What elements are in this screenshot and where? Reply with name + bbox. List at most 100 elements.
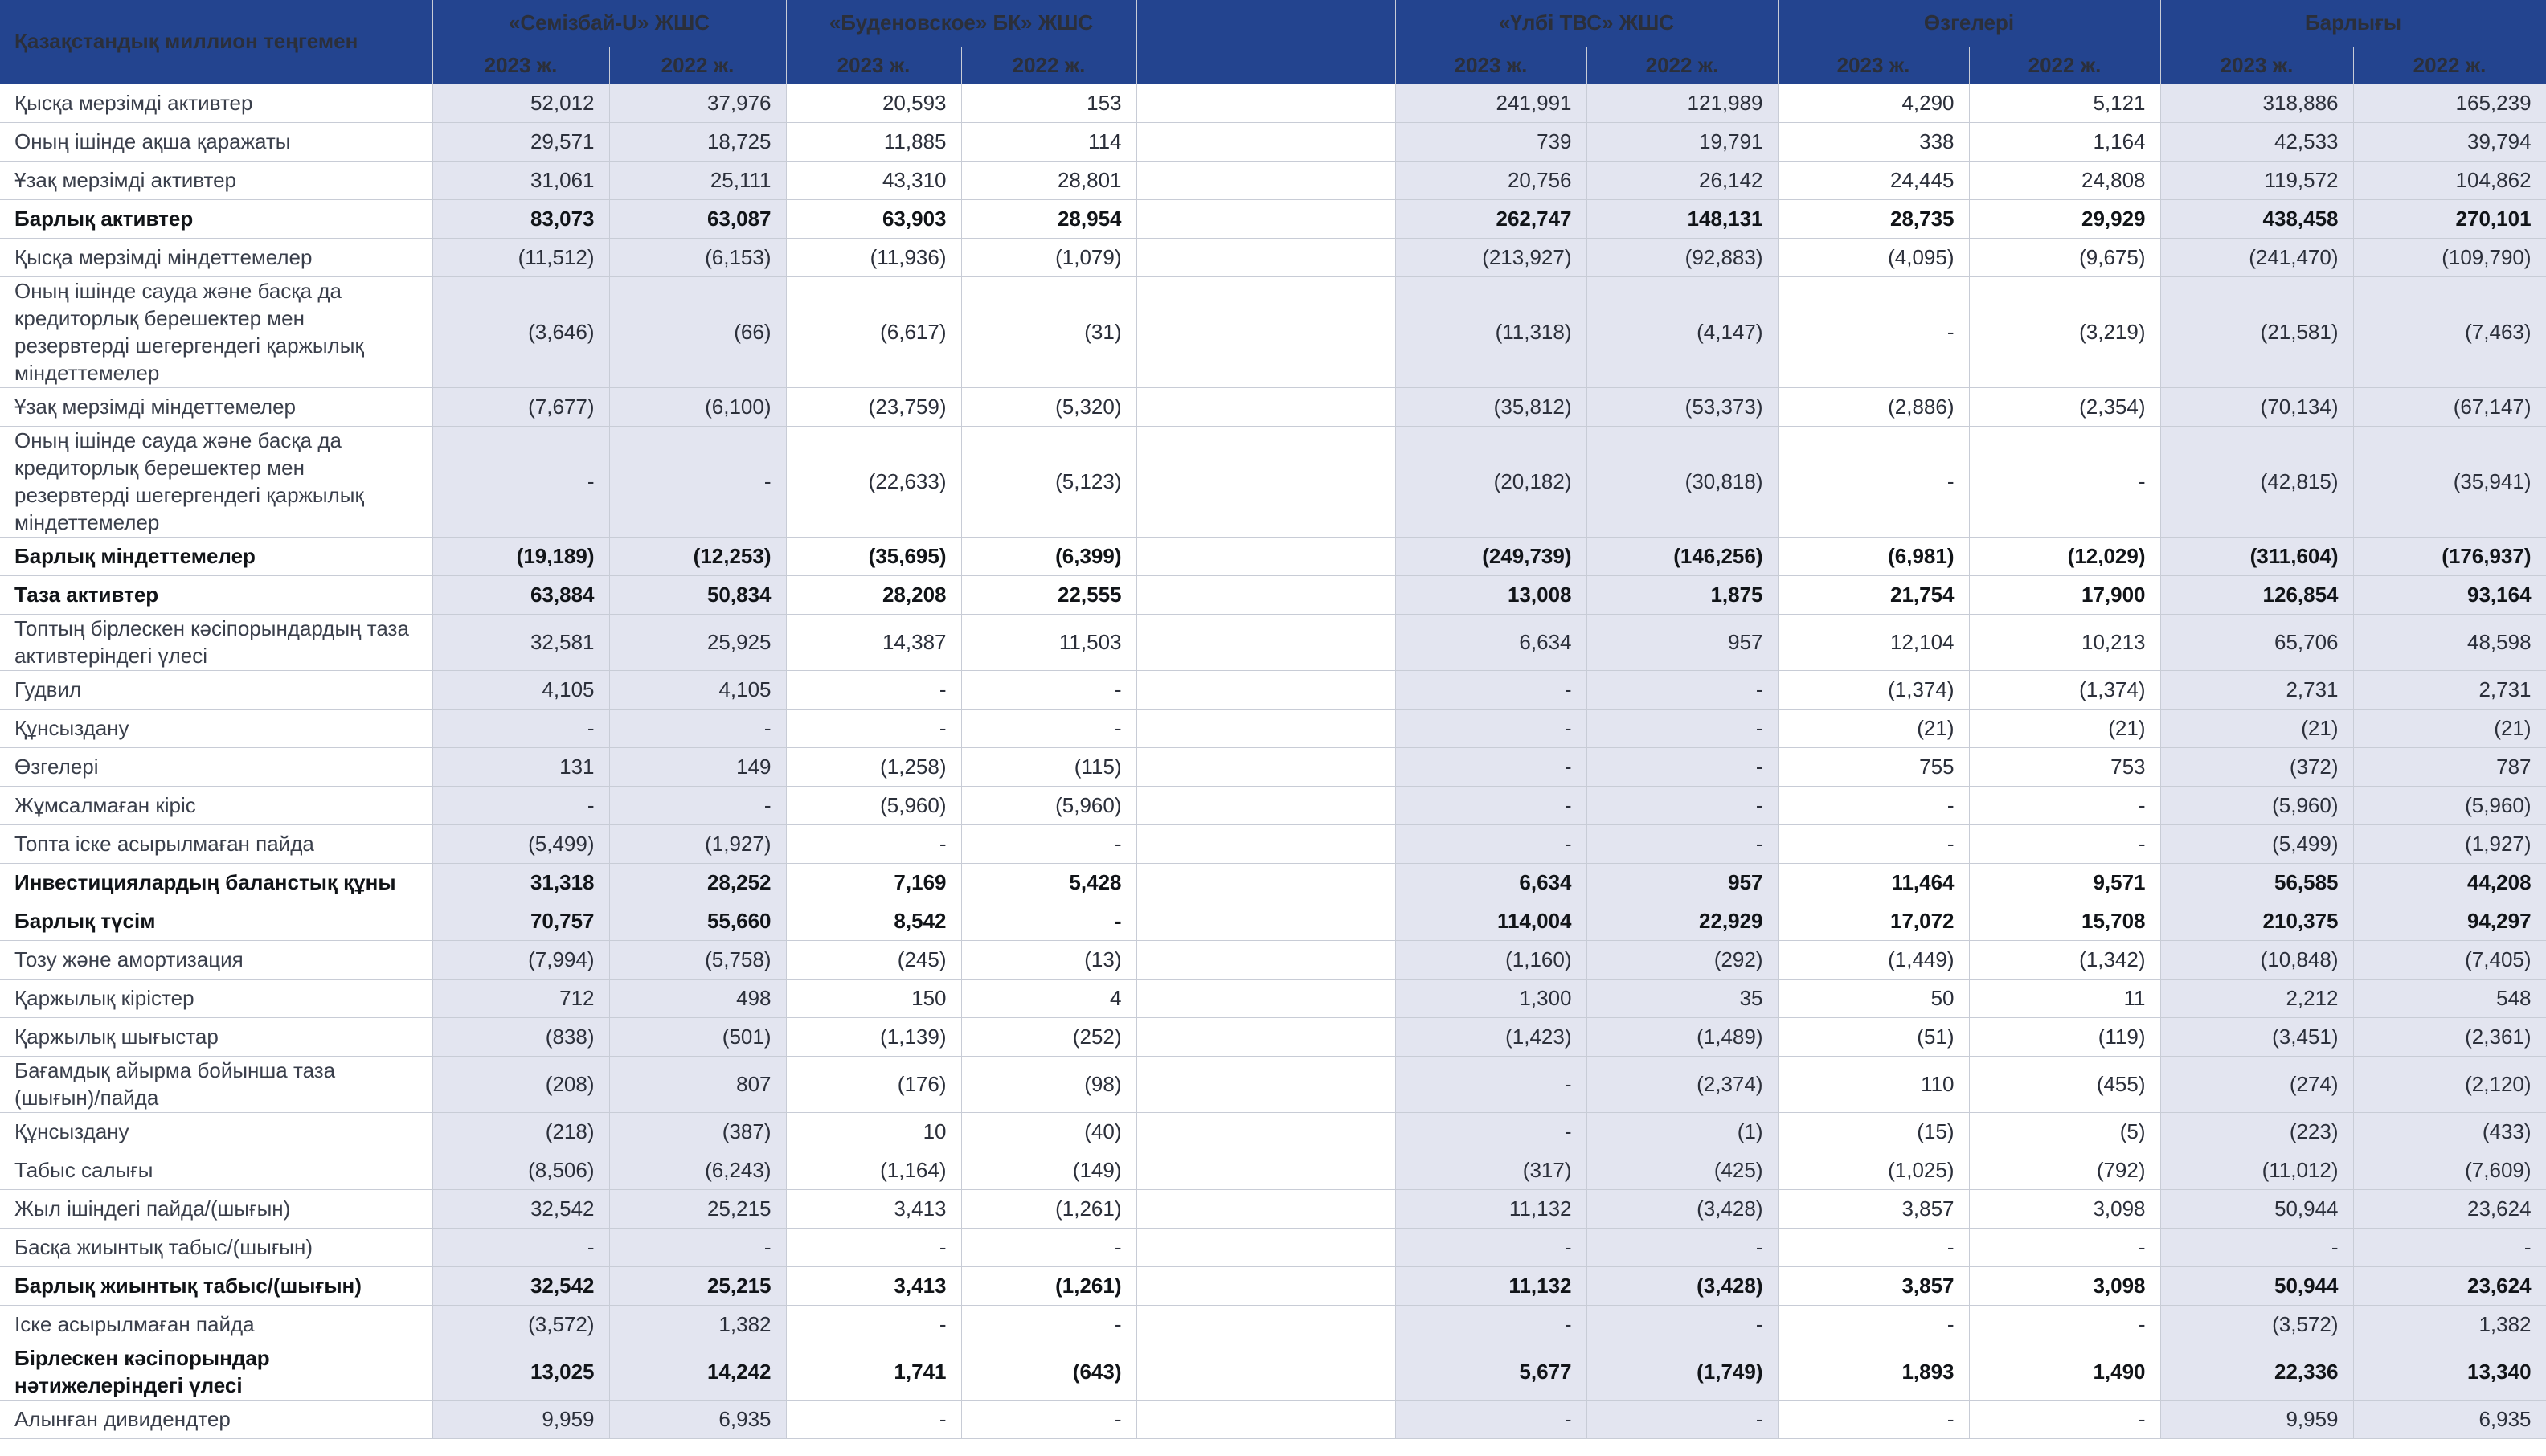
value-cell: (21,581) [2160, 276, 2354, 388]
value-cell: 270,101 [2353, 199, 2546, 239]
blank-column-cell [1136, 276, 1396, 388]
value-cell: 63,903 [786, 199, 962, 239]
value-cell: - [1586, 709, 1779, 748]
value-cell: 3,857 [1778, 1189, 1970, 1229]
value-cell: 39,794 [2353, 122, 2546, 162]
value-cell: 22,929 [1586, 902, 1779, 941]
value-cell: (70,134) [2160, 387, 2354, 427]
value-cell: (249,739) [1395, 537, 1587, 576]
value-cell: (1,423) [1395, 1017, 1587, 1057]
table-row: Оның ішінде сауда және басқа да кредитор… [0, 276, 2546, 388]
table-row: Бірлескен кәсіпорындар нәтижелеріндегі ү… [0, 1344, 2546, 1401]
row-label: Іске асырылмаған пайда [0, 1305, 433, 1344]
value-cell: (1,927) [609, 824, 787, 864]
value-cell: (2,120) [2353, 1056, 2546, 1113]
value-cell: (1,342) [1969, 940, 2161, 980]
value-cell: - [1586, 786, 1779, 825]
value-cell: 1,382 [2353, 1305, 2546, 1344]
value-cell: (1,258) [786, 747, 962, 787]
value-cell: - [1395, 786, 1587, 825]
header-company-others: Өзгелері [1778, 0, 2161, 47]
blank-column-cell [1136, 1151, 1396, 1190]
table-row: Топтың бірлескен кәсіпорындардың таза ак… [0, 614, 2546, 671]
row-label: Өзгелері [0, 747, 433, 787]
value-cell: 807 [609, 1056, 787, 1113]
value-cell: - [1586, 1400, 1779, 1439]
value-cell: (2,361) [2353, 1017, 2546, 1057]
header-company-total: Барлығы [2160, 0, 2546, 47]
value-cell: 25,925 [609, 614, 787, 671]
row-label: Инвестициялардың баланстық құны [0, 863, 433, 902]
value-cell: (5,960) [961, 786, 1137, 825]
value-cell: 31,318 [432, 863, 610, 902]
value-cell: (176,937) [2353, 537, 2546, 576]
value-cell: 5,121 [1969, 84, 2161, 123]
value-cell: (146,256) [1586, 537, 1779, 576]
value-cell: - [1778, 1400, 1970, 1439]
value-cell: (792) [1969, 1151, 2161, 1190]
value-cell: 24,808 [1969, 161, 2161, 200]
value-cell: (115) [961, 747, 1137, 787]
value-cell: (3,428) [1586, 1189, 1779, 1229]
value-cell: - [1778, 786, 1970, 825]
value-cell: - [2353, 1228, 2546, 1267]
blank-column-cell [1136, 979, 1396, 1018]
value-cell: 94,297 [2353, 902, 2546, 941]
value-cell: (11,936) [786, 238, 962, 277]
value-cell: - [1586, 824, 1779, 864]
value-cell: (20,182) [1395, 426, 1587, 538]
value-cell: (6,981) [1778, 537, 1970, 576]
table-row: Қысқа мерзімді активтер 52,012 37,976 20,59… [0, 84, 2546, 123]
value-cell: 957 [1586, 614, 1779, 671]
value-cell: 20,593 [786, 84, 962, 123]
value-cell: - [1395, 670, 1587, 710]
row-label: Жұмсалмаған кіріс [0, 786, 433, 825]
value-cell: 44,208 [2353, 863, 2546, 902]
value-cell: 20,756 [1395, 161, 1587, 200]
value-cell: - [1586, 1305, 1779, 1344]
blank-column-cell [1136, 1228, 1396, 1267]
value-cell: 13,008 [1395, 575, 1587, 615]
value-cell: 153 [961, 84, 1137, 123]
row-label: Тозу және амортизация [0, 940, 433, 980]
value-cell: 1,164 [1969, 122, 2161, 162]
header-year: 2022 ж. [609, 47, 787, 84]
value-cell: 6,935 [2353, 1400, 2546, 1439]
value-cell: (1,139) [786, 1017, 962, 1057]
value-cell: - [1778, 1228, 1970, 1267]
value-cell: - [1778, 426, 1970, 538]
row-label: Қаржылық кірістер [0, 979, 433, 1018]
value-cell: (11,318) [1395, 276, 1587, 388]
value-cell: (53,373) [1586, 387, 1779, 427]
value-cell: (2,354) [1969, 387, 2161, 427]
value-cell: (12,029) [1969, 537, 2161, 576]
value-cell: - [1395, 1056, 1587, 1113]
value-cell: - [1395, 1400, 1587, 1439]
header-year: 2023 ж. [1395, 47, 1587, 84]
value-cell: (643) [961, 1344, 1137, 1401]
blank-column-cell [1136, 1017, 1396, 1057]
blank-column-cell [1136, 199, 1396, 239]
value-cell: (3,646) [432, 276, 610, 388]
blank-column-cell [1136, 1056, 1396, 1113]
table-row: Іске асырылмаған пайда (3,572) 1,382- - - - - -… [0, 1305, 2546, 1344]
value-cell: 32,542 [432, 1266, 610, 1306]
value-cell: (21) [1969, 709, 2161, 748]
value-cell: (372) [2160, 747, 2354, 787]
value-cell: (6,100) [609, 387, 787, 427]
value-cell: (22,633) [786, 426, 962, 538]
value-cell: - [1778, 276, 1970, 388]
blank-column-cell [1136, 426, 1396, 538]
value-cell: 21,754 [1778, 575, 1970, 615]
value-cell: 5,677 [1395, 1344, 1587, 1401]
value-cell: - [609, 1228, 787, 1267]
header-year: 2023 ж. [786, 47, 962, 84]
value-cell: 28,735 [1778, 199, 1970, 239]
value-cell: 25,215 [609, 1266, 787, 1306]
value-cell: 17,072 [1778, 902, 1970, 941]
value-cell: - [786, 670, 962, 710]
table-row: Қысқа мерзімді міндеттемелер (11,512) (6,1… [0, 238, 2546, 277]
value-cell: (455) [1969, 1056, 2161, 1113]
table-row: Бағамдық айырма бойынша таза (шығын)/пай… [0, 1056, 2546, 1113]
